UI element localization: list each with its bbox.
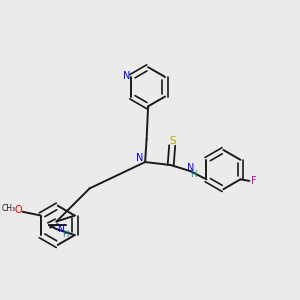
Text: N: N bbox=[123, 71, 130, 81]
Text: N: N bbox=[136, 153, 143, 164]
Text: F: F bbox=[251, 176, 257, 187]
Text: S: S bbox=[169, 136, 175, 146]
Text: N: N bbox=[187, 163, 194, 173]
Text: N: N bbox=[57, 225, 64, 234]
Text: H: H bbox=[190, 169, 196, 178]
Text: O: O bbox=[14, 205, 22, 214]
Text: CH₃: CH₃ bbox=[1, 204, 15, 213]
Text: H: H bbox=[62, 230, 68, 239]
